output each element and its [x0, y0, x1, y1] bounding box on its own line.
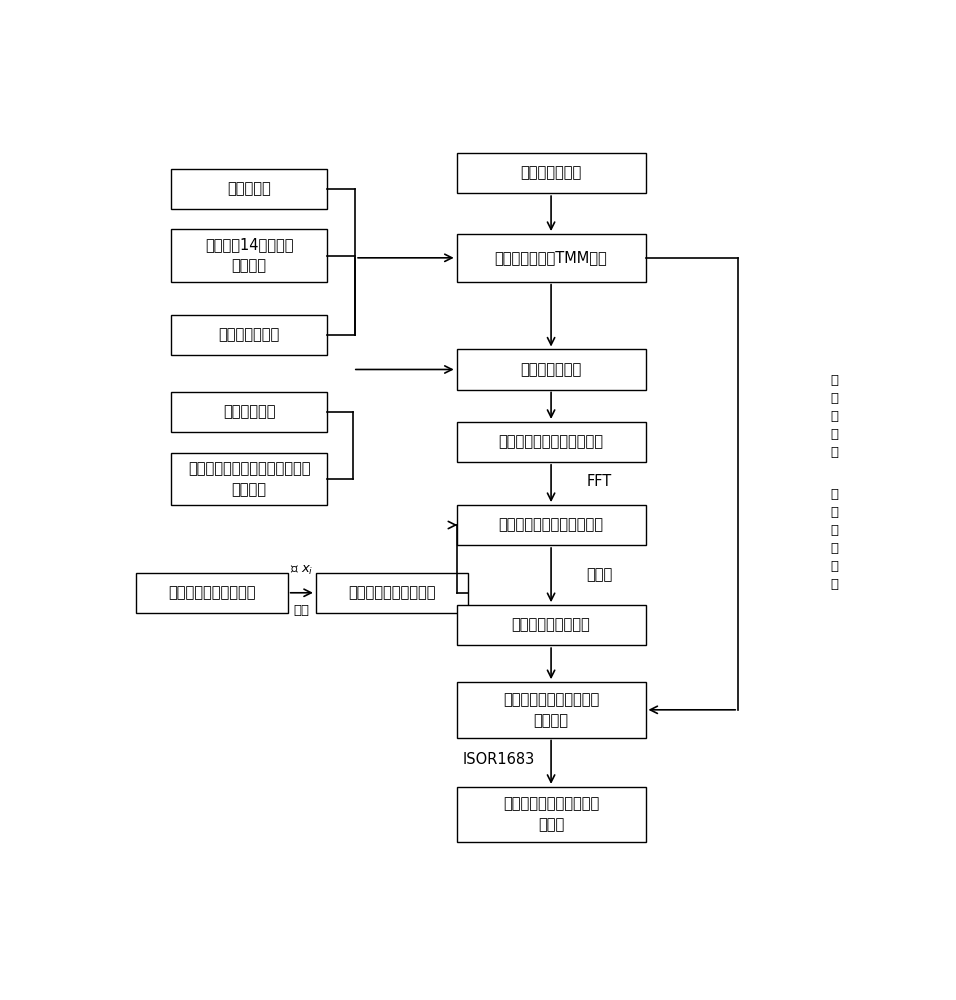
Bar	[457, 349, 645, 389]
Text: 在激励源施加单位激励: 在激励源施加单位激励	[168, 585, 255, 600]
Text: ，
场
传
递
矩
阵: ， 场 传 递 矩 阵	[831, 488, 838, 591]
Text: FFT: FFT	[587, 474, 612, 489]
Bar	[315, 573, 467, 613]
Text: 管道任意位置: 管道任意位置	[223, 404, 275, 419]
Bar	[171, 315, 327, 355]
Bar	[171, 169, 327, 209]
Text: 点
传
递
矩
阵: 点 传 递 矩 阵	[831, 374, 838, 459]
Text: 选取振动参考点: 选取振动参考点	[520, 362, 581, 377]
Text: 待预测振动的管段与激励源之间
（推荐）: 待预测振动的管段与激励源之间 （推荐）	[188, 461, 311, 497]
Bar	[457, 422, 645, 462]
Text: 获得振动参考点加速度: 获得振动参考点加速度	[348, 585, 436, 600]
Text: 采集振动参考点加速度信号: 采集振动参考点加速度信号	[499, 434, 603, 449]
Text: 叠加: 叠加	[293, 604, 310, 617]
Bar	[457, 153, 645, 193]
Text: 乘 $x_i$: 乘 $x_i$	[290, 564, 314, 577]
Text: 有限元建模: 有限元建模	[228, 181, 272, 196]
Bar	[171, 229, 327, 282]
Bar	[171, 453, 327, 505]
Text: 建立管路系统的TMM模型: 建立管路系统的TMM模型	[494, 250, 607, 265]
Text: 确定激励源位置: 确定激励源位置	[520, 166, 581, 181]
Bar	[457, 234, 645, 282]
Text: 特征线方法建模: 特征线方法建模	[219, 327, 280, 342]
Text: 确定管道其他点的振动加
速度响应: 确定管道其他点的振动加 速度响应	[503, 692, 599, 728]
Text: 转换为振动加速度频域信号: 转换为振动加速度频域信号	[499, 518, 603, 533]
Bar	[457, 682, 645, 738]
Bar	[171, 392, 327, 432]
Text: ISOR1683: ISOR1683	[463, 752, 535, 767]
Text: 确定管道其他点的振动加
速度级: 确定管道其他点的振动加 速度级	[503, 797, 599, 833]
Text: 识别激励源频谱特性: 识别激励源频谱特性	[511, 618, 591, 633]
Text: 解方程: 解方程	[587, 568, 613, 583]
Text: 传递矩阵14方程模型
（推荐）: 传递矩阵14方程模型 （推荐）	[205, 238, 293, 274]
Bar	[457, 787, 645, 842]
Bar	[136, 573, 288, 613]
Bar	[457, 505, 645, 545]
Bar	[457, 605, 645, 645]
